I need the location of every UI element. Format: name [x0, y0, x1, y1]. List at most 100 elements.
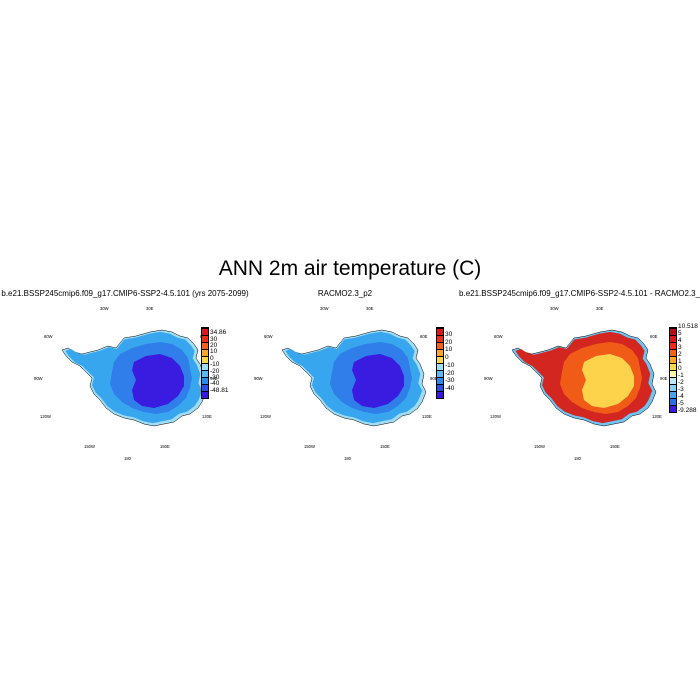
lon-label-top_right: 30E — [146, 306, 154, 311]
colorbar-label: 1 — [678, 357, 682, 365]
lon-label-bot_right: 150E — [610, 444, 620, 449]
colorbar-label: 34.86 — [210, 329, 227, 337]
colorbar-label: 0 — [445, 353, 449, 361]
lon-label-left_top: 60W — [264, 334, 273, 339]
colorbar-cell — [202, 363, 208, 370]
colorbar-cell — [202, 384, 208, 391]
lon-label-bot_left: 150W — [84, 444, 95, 449]
colorbar-cell — [437, 335, 443, 342]
lon-label-left_bot: 120W — [260, 414, 271, 419]
colorbar-label: -40 — [445, 384, 455, 392]
interior-fill — [352, 354, 404, 408]
lon-label-left_mid: 90W — [484, 376, 493, 381]
lon-label-left_mid: 90W — [254, 376, 263, 381]
lon-label-left_top: 60W — [44, 334, 53, 339]
colorbar-cell — [670, 384, 676, 391]
lon-label-top_right: 30E — [596, 306, 604, 311]
colorbar-cell — [202, 356, 208, 363]
colorbar-label: 5 — [678, 329, 682, 337]
figure-title: ANN 2m air temperature (C) — [218, 257, 482, 280]
colorbar-label: -10 — [445, 361, 455, 369]
colorbar-cell — [437, 356, 443, 363]
lon-label-right_top: 60E — [420, 334, 428, 339]
colorbar-label: 3 — [678, 343, 682, 351]
lon-label-top_right: 30E — [366, 306, 374, 311]
panel-title-obs: RACMO2.3_p2 — [317, 289, 373, 298]
colorbar-label: 20 — [445, 338, 453, 346]
colorbar-label: 10.518 — [678, 322, 698, 330]
colorbar-cell — [202, 328, 208, 335]
colorbar-cell — [670, 370, 676, 377]
colorbar-label: -30 — [210, 373, 220, 381]
colorbar-label: -10 — [210, 360, 220, 368]
lon-label-top_left: 30W — [100, 306, 109, 311]
colorbar-cell — [670, 363, 676, 370]
lon-label-bottom: 180 — [124, 456, 132, 461]
colorbar-cell — [437, 370, 443, 377]
panel-title-model: b.e21.BSSP245cmip6.f09_g17.CMIP6-SSP2-4.… — [1, 289, 249, 298]
colorbar-cell — [670, 349, 676, 356]
lon-label-bottom: 180 — [344, 456, 352, 461]
colorbar-label: -20 — [210, 367, 220, 375]
colorbar-cell — [437, 349, 443, 356]
colorbar-label: 10 — [445, 346, 453, 354]
lon-label-left_bot: 120W — [490, 414, 501, 419]
colorbar-cell — [202, 349, 208, 356]
colorbar-cell — [670, 377, 676, 384]
colorbar-label: -20 — [445, 369, 455, 377]
colorbar-label: -9.288 — [678, 406, 697, 414]
colorbar-label: -1 — [678, 371, 684, 379]
lon-label-bot_left: 150W — [304, 444, 315, 449]
lon-label-bot_right: 150E — [160, 444, 170, 449]
lon-label-right_top: 60E — [650, 334, 658, 339]
lon-label-bottom: 180 — [574, 456, 582, 461]
colorbar-cell — [202, 377, 208, 384]
lon-label-left_bot: 120W — [40, 414, 51, 419]
lon-label-right_bot: 120E — [652, 414, 662, 419]
lon-label-bot_left: 150W — [534, 444, 545, 449]
lon-label-top_left: 30W — [320, 306, 329, 311]
lon-label-right_mid: 90E — [430, 376, 438, 381]
colorbar-cell — [202, 370, 208, 377]
colorbar-cell — [437, 342, 443, 349]
lon-label-left_mid: 90W — [34, 376, 43, 381]
map-obs: 30W 30E 60W 60E 90W 90E 120W 120E 150W 150E 180 — [254, 306, 438, 461]
colorbar-cell — [202, 391, 208, 398]
lon-label-bot_right: 150E — [380, 444, 390, 449]
colorbar-cell — [437, 328, 443, 335]
lon-label-right_mid: 90E — [660, 376, 668, 381]
colorbar-cell — [437, 363, 443, 370]
colorbar-cell — [437, 384, 443, 391]
colorbar-label: 30 — [210, 335, 218, 343]
colorbar-label: 10 — [210, 348, 218, 356]
colorbar-label: -5 — [678, 399, 684, 407]
lon-label-top_left: 30W — [550, 306, 559, 311]
colorbar-cell — [670, 391, 676, 398]
colorbar-label: 4 — [678, 336, 682, 344]
colorbar-cell — [670, 335, 676, 342]
colorbar-cell — [437, 391, 443, 398]
colorbar-label: 20 — [210, 341, 218, 349]
lon-label-right_mid: 90E — [210, 376, 218, 381]
colorbar-label: 30 — [445, 330, 453, 338]
colorbar-label: 0 — [678, 364, 682, 372]
colorbar-diff — [669, 327, 677, 413]
colorbar-label: -3 — [678, 385, 684, 393]
colorbar-cell — [437, 377, 443, 384]
lon-label-left_top: 60W — [494, 334, 503, 339]
panel-title-diff: b.e21.BSSP245cmip6.f09_g17.CMIP6-SSP2-4.… — [459, 289, 700, 298]
colorbar-cell — [670, 342, 676, 349]
colorbar-cell — [670, 328, 676, 335]
colorbar-obs — [436, 327, 444, 399]
lon-label-right_bot: 120E — [202, 414, 212, 419]
colorbar-cell — [670, 405, 676, 412]
colorbar-cell — [202, 335, 208, 342]
map-diff: 30W 30E 60W 60E 90W 90E 120W 120E 150W 150E 180 — [484, 306, 668, 461]
colorbar-cell — [670, 398, 676, 405]
colorbar-cell — [670, 356, 676, 363]
colorbar-label: -40 — [210, 380, 220, 388]
lon-label-right_bot: 120E — [422, 414, 432, 419]
colorbar-label: 2 — [678, 350, 682, 358]
colorbar-label: -48.81 — [210, 386, 229, 394]
